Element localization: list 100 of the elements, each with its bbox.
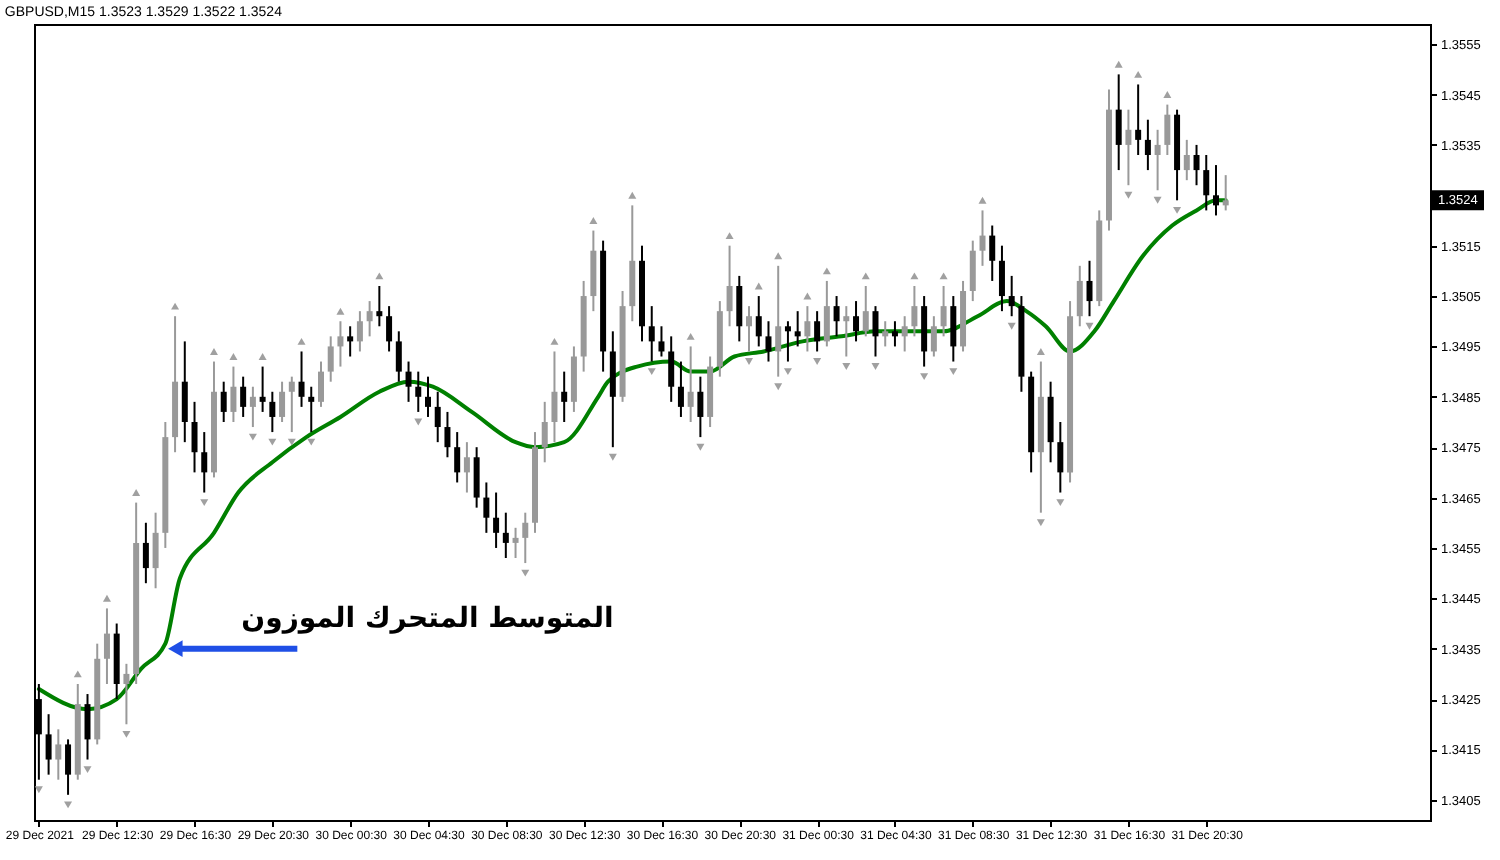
point	[1153, 196, 1162, 204]
point	[258, 353, 267, 360]
candlestick	[395, 330, 402, 383]
point	[745, 358, 754, 366]
point	[1085, 322, 1094, 330]
point	[83, 766, 92, 774]
candlestick	[201, 431, 208, 494]
candlestick	[279, 380, 286, 423]
candlestick	[1193, 143, 1200, 187]
candlestick	[45, 713, 52, 776]
candlestick	[103, 607, 110, 685]
point	[1007, 322, 1016, 330]
point	[200, 499, 209, 507]
candlestick	[298, 350, 305, 408]
candlestick	[882, 320, 889, 348]
candlestick	[687, 345, 694, 423]
candlestick	[930, 315, 937, 358]
candlestick	[181, 340, 188, 444]
candlestick	[901, 315, 908, 353]
candlestick	[1164, 103, 1171, 156]
point	[171, 302, 180, 310]
candlestick	[327, 335, 334, 383]
candlestick	[570, 345, 577, 413]
candlestick	[1203, 153, 1210, 212]
point	[920, 373, 929, 381]
point	[1163, 91, 1172, 98]
candlestick	[240, 375, 247, 418]
candlestick	[123, 662, 130, 726]
candlestick	[288, 375, 295, 434]
candlestick	[804, 305, 811, 353]
candlestick	[726, 244, 733, 328]
candlestick	[677, 360, 684, 418]
point	[1173, 206, 1182, 214]
candlestick	[1144, 118, 1151, 172]
candlestick	[911, 284, 918, 338]
candlestick	[765, 320, 772, 363]
candlestick	[950, 295, 957, 363]
candlestick	[746, 305, 753, 353]
point	[949, 368, 958, 376]
candlestick	[1135, 83, 1142, 156]
candlestick	[658, 325, 665, 358]
candlestick	[463, 441, 470, 494]
candlestick	[814, 310, 821, 353]
candlestick	[853, 300, 860, 343]
candlestick	[1057, 421, 1064, 494]
point	[628, 191, 637, 199]
point	[229, 353, 238, 360]
candlestick	[483, 481, 490, 534]
candlestick	[921, 295, 928, 368]
candlestick	[269, 390, 276, 434]
candlestick	[833, 295, 840, 338]
point	[978, 196, 987, 204]
point	[783, 368, 792, 376]
candlestick	[220, 380, 227, 423]
candlestick	[629, 204, 636, 323]
candlestick	[376, 284, 383, 328]
candlestick	[356, 310, 363, 353]
point	[686, 332, 695, 340]
candlestick	[259, 365, 266, 413]
candlestick	[697, 375, 704, 439]
point	[774, 252, 783, 260]
candlestick	[502, 511, 509, 560]
candlestick	[454, 431, 461, 484]
candlestick	[337, 320, 344, 368]
point	[1114, 60, 1123, 68]
point	[1036, 348, 1045, 355]
candlestick	[191, 400, 198, 474]
candlestick	[308, 385, 315, 434]
candlestick	[152, 511, 159, 590]
candlestick	[493, 491, 500, 549]
candlestick	[1008, 274, 1015, 318]
point	[871, 363, 880, 371]
candlestick	[590, 229, 597, 313]
candlestick	[891, 320, 898, 348]
point	[336, 307, 345, 315]
candlestick	[434, 390, 441, 444]
annotation: المتوسط المتحرك الموزون	[241, 602, 614, 635]
candlestick	[736, 274, 743, 343]
candlestick	[522, 511, 529, 565]
candlestick	[386, 305, 393, 353]
candlestick	[1115, 73, 1122, 172]
candlestick	[473, 446, 480, 509]
candlestick	[366, 300, 373, 338]
candlestick	[561, 370, 568, 423]
candlestick	[969, 239, 976, 303]
candlestick	[405, 360, 412, 403]
candlestick	[317, 360, 324, 408]
candlestick	[979, 209, 986, 267]
candlestick	[142, 521, 149, 585]
candlestick	[541, 400, 548, 464]
candlestick	[872, 305, 879, 358]
candlestick	[249, 385, 256, 429]
point	[102, 594, 111, 602]
candlestick	[998, 244, 1005, 313]
point	[550, 337, 559, 345]
point	[774, 383, 783, 391]
candlestick	[784, 320, 791, 363]
candlestick	[84, 693, 91, 761]
point	[297, 337, 306, 345]
point	[647, 368, 656, 376]
